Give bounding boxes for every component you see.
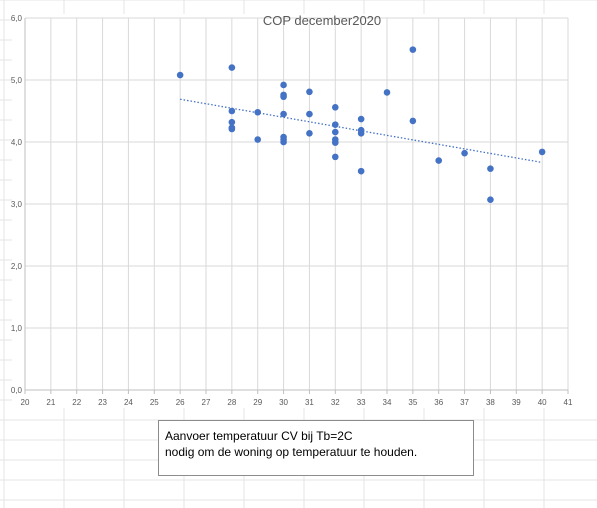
- data-point: [254, 136, 262, 143]
- x-tick-label: 22: [72, 398, 81, 407]
- data-point: [435, 157, 443, 164]
- x-tick-label: 40: [538, 398, 547, 407]
- caption-text-box: Aanvoer temperatuur CV bij Tb=2C nodig o…: [158, 420, 474, 476]
- data-point: [487, 196, 494, 203]
- data-point: [228, 125, 236, 133]
- x-tick-label: 36: [434, 398, 443, 407]
- y-tick-label: 3,0: [11, 200, 23, 209]
- y-tick-label: 5,0: [11, 76, 23, 85]
- x-tick-label: 30: [279, 398, 288, 407]
- data-point: [331, 121, 339, 128]
- data-point: [538, 148, 546, 156]
- horizontal-gridlines: [25, 17, 568, 329]
- y-tick-label: 4,0: [11, 138, 23, 147]
- data-point: [461, 149, 468, 157]
- y-tick-label: 6,0: [11, 14, 23, 23]
- data-points: [176, 46, 546, 203]
- data-point: [383, 89, 391, 96]
- data-point: [331, 153, 339, 161]
- x-tick-label: 38: [486, 398, 495, 407]
- x-tick-label: 24: [124, 398, 133, 407]
- x-tick-label: 31: [305, 398, 314, 407]
- chart-plot-background: [12, 14, 597, 408]
- x-tick-label: 21: [46, 398, 55, 407]
- data-point: [409, 46, 417, 53]
- y-tick-label: 1,0: [11, 324, 23, 333]
- chart-title: COP december2020: [263, 13, 381, 28]
- x-tick-label: 41: [564, 398, 573, 407]
- data-point: [280, 110, 287, 118]
- data-point: [176, 71, 184, 79]
- x-tick-label: 27: [202, 398, 211, 407]
- x-tick-label: 35: [408, 398, 417, 407]
- x-tick-label: 26: [176, 398, 185, 407]
- data-point: [357, 130, 365, 137]
- x-tick-label: 39: [512, 398, 521, 407]
- data-point: [280, 93, 287, 101]
- y-tick-label: 2,0: [11, 262, 23, 271]
- data-point: [228, 107, 236, 115]
- data-point: [357, 167, 365, 175]
- x-tick-label: 34: [383, 398, 392, 407]
- data-point: [487, 165, 494, 172]
- y-tick-label: 0,0: [11, 386, 23, 395]
- data-point: [280, 81, 287, 89]
- x-tick-label: 25: [150, 398, 159, 407]
- caption-line-2: nodig om de woning op temperatuur te hou…: [165, 445, 418, 459]
- data-point: [331, 139, 339, 146]
- data-point: [228, 118, 236, 126]
- data-point: [331, 128, 339, 136]
- x-tick-label: 33: [357, 398, 366, 407]
- x-tick-label: 37: [460, 398, 469, 407]
- data-point: [280, 138, 287, 146]
- y-axis-tick-labels: 0,0 1,0 2,0 3,0 4,0 5,0 6,0: [11, 14, 23, 395]
- axes: [24, 18, 569, 394]
- x-axis-tick-labels: 20 21 22 23 24 25 26 27 28 29 30 31 32 33 34 35 36 37 38 39…: [21, 398, 573, 407]
- data-point: [306, 110, 313, 118]
- caption-line-1: Aanvoer temperatuur CV bij Tb=2C: [165, 429, 353, 443]
- x-tick-label: 20: [21, 398, 30, 407]
- data-point: [331, 103, 339, 111]
- data-point: [357, 115, 365, 123]
- data-point: [254, 108, 262, 116]
- data-point: [409, 117, 417, 125]
- data-point: [306, 88, 313, 96]
- x-tick-label: 23: [98, 398, 107, 407]
- data-point: [228, 64, 236, 71]
- x-tick-label: 28: [227, 398, 236, 407]
- data-point: [306, 130, 313, 137]
- x-tick-label: 29: [253, 398, 262, 407]
- x-tick-label: 32: [331, 398, 340, 407]
